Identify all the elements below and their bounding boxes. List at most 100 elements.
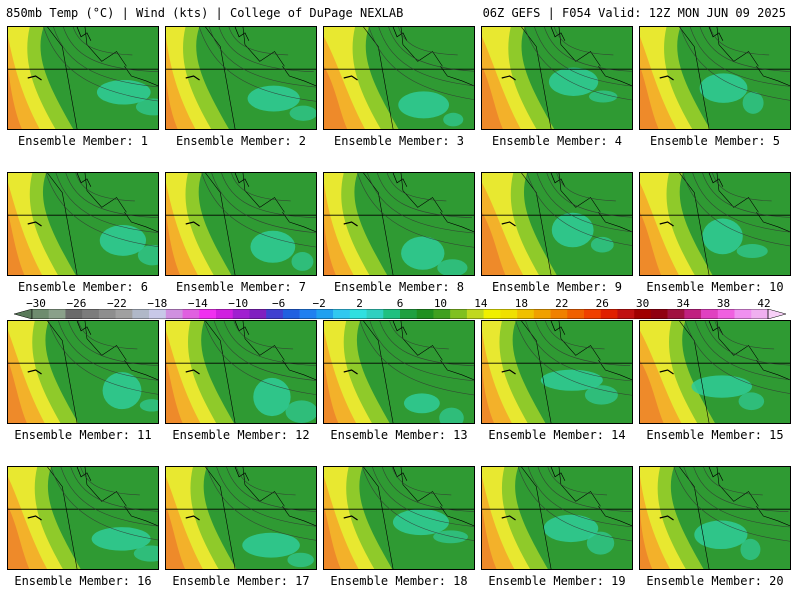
colorbar-segment bbox=[216, 309, 234, 319]
colorbar-segment bbox=[82, 309, 100, 319]
ensemble-member-map bbox=[481, 172, 633, 276]
colorbar-segment bbox=[667, 309, 685, 319]
colorbar-segment bbox=[416, 309, 434, 319]
ensemble-member-label: Ensemble Member: 3 bbox=[333, 134, 465, 148]
colorbar-segment bbox=[450, 309, 468, 319]
ensemble-member-label: Ensemble Member: 8 bbox=[333, 280, 465, 294]
map-image bbox=[482, 467, 632, 569]
colorbar-tick-label: 14 bbox=[474, 297, 488, 310]
map-image bbox=[324, 173, 474, 275]
colorbar-segment bbox=[717, 309, 735, 319]
ensemble-member-map bbox=[323, 466, 475, 570]
ensemble-member-label: Ensemble Member: 12 bbox=[172, 428, 310, 442]
ensemble-member-map bbox=[7, 320, 159, 424]
map-image bbox=[640, 467, 790, 569]
colorbar-segment bbox=[115, 309, 133, 319]
colorbar-tick-label: −14 bbox=[187, 297, 208, 310]
colorbar-min-arrow bbox=[14, 309, 33, 319]
map-image bbox=[324, 321, 474, 423]
colorbar-tick-label: 38 bbox=[716, 297, 731, 310]
colorbar-tick-label: −22 bbox=[106, 297, 127, 310]
colorbar-segment bbox=[584, 309, 602, 319]
map-image bbox=[166, 467, 316, 569]
colorbar-tick-label: 6 bbox=[396, 297, 404, 310]
colorbar-max-arrow bbox=[767, 309, 786, 319]
ensemble-member-map bbox=[165, 320, 317, 424]
colorbar-segment bbox=[734, 309, 752, 319]
ensemble-member-map bbox=[323, 172, 475, 276]
colorbar-segment bbox=[466, 309, 484, 319]
ensemble-member-label: Ensemble Member: 6 bbox=[17, 280, 149, 294]
ensemble-member-label: Ensemble Member: 17 bbox=[172, 574, 310, 588]
colorbar-segment bbox=[751, 309, 769, 319]
colorbar-segment bbox=[48, 309, 66, 319]
colorbar-segment bbox=[65, 309, 83, 319]
map-image bbox=[324, 467, 474, 569]
map-image bbox=[8, 321, 158, 423]
map-image bbox=[166, 321, 316, 423]
colorbar-tick-label: 34 bbox=[676, 297, 690, 310]
ensemble-member-map bbox=[639, 26, 791, 130]
map-image bbox=[166, 173, 316, 275]
ensemble-member-map bbox=[165, 172, 317, 276]
colorbar-segment bbox=[433, 309, 451, 319]
colorbar-tick-label: −10 bbox=[228, 297, 249, 310]
colorbar-segment bbox=[701, 309, 719, 319]
ensemble-member-label: Ensemble Member: 20 bbox=[646, 574, 784, 588]
colorbar-tick-label: 26 bbox=[595, 297, 609, 310]
ensemble-member-label: Ensemble Member: 4 bbox=[491, 134, 623, 148]
colorbar-segment bbox=[500, 309, 518, 319]
ensemble-member-map bbox=[639, 320, 791, 424]
page-title: 850mb Temp (°C) | Wind (kts) | College o… bbox=[6, 6, 404, 20]
ensemble-member-label: Ensemble Member: 1 bbox=[17, 134, 149, 148]
colorbar-bar bbox=[14, 309, 786, 319]
colorbar-tick-label: −2 bbox=[312, 297, 326, 310]
colorbar-segment bbox=[483, 309, 501, 319]
colorbar-tick-label: 30 bbox=[636, 297, 650, 310]
map-image bbox=[640, 321, 790, 423]
colorbar-tick-label: −18 bbox=[147, 297, 168, 310]
colorbar-segment bbox=[600, 309, 618, 319]
colorbar-segment bbox=[684, 309, 702, 319]
colorbar-segment bbox=[567, 309, 585, 319]
colorbar-tick-label: −6 bbox=[272, 297, 286, 310]
ensemble-member-map bbox=[639, 172, 791, 276]
colorbar-segment bbox=[32, 309, 50, 319]
colorbar-tick-label: 2 bbox=[356, 297, 363, 310]
colorbar-segment bbox=[333, 309, 351, 319]
map-image bbox=[482, 321, 632, 423]
colorbar-segment bbox=[383, 309, 401, 319]
colorbar-segment bbox=[517, 309, 535, 319]
colorbar-tick-label: 22 bbox=[555, 297, 569, 310]
ensemble-member-map bbox=[165, 466, 317, 570]
colorbar-tick-label: 18 bbox=[514, 297, 528, 310]
ensemble-member-label: Ensemble Member: 9 bbox=[491, 280, 623, 294]
map-image bbox=[8, 27, 158, 129]
map-image bbox=[8, 467, 158, 569]
ensemble-member-label: Ensemble Member: 18 bbox=[330, 574, 468, 588]
ensemble-member-map bbox=[481, 466, 633, 570]
ensemble-member-label: Ensemble Member: 14 bbox=[488, 428, 626, 442]
colorbar-segment bbox=[550, 309, 568, 319]
colorbar-segment bbox=[634, 309, 652, 319]
ensemble-member-label: Ensemble Member: 19 bbox=[488, 574, 626, 588]
colorbar-segment bbox=[316, 309, 334, 319]
map-image bbox=[482, 173, 632, 275]
ensemble-member-map bbox=[7, 26, 159, 130]
ensemble-member-label: Ensemble Member: 7 bbox=[175, 280, 307, 294]
ensemble-member-label: Ensemble Member: 11 bbox=[14, 428, 152, 442]
colorbar-segment bbox=[98, 309, 116, 319]
map-image bbox=[640, 173, 790, 275]
colorbar-segment bbox=[266, 309, 284, 319]
colorbar-segment bbox=[533, 309, 551, 319]
ensemble-member-label: Ensemble Member: 10 bbox=[646, 280, 784, 294]
colorbar-tick-label: −30 bbox=[26, 297, 46, 310]
colorbar-segment bbox=[400, 309, 418, 319]
colorbar-segment bbox=[149, 309, 167, 319]
colorbar-segment bbox=[182, 309, 200, 319]
ensemble-member-label: Ensemble Member: 16 bbox=[14, 574, 152, 588]
colorbar-tick-label: 42 bbox=[757, 297, 771, 310]
colorbar-segment bbox=[232, 309, 250, 319]
map-image bbox=[166, 27, 316, 129]
colorbar-segment bbox=[249, 309, 267, 319]
